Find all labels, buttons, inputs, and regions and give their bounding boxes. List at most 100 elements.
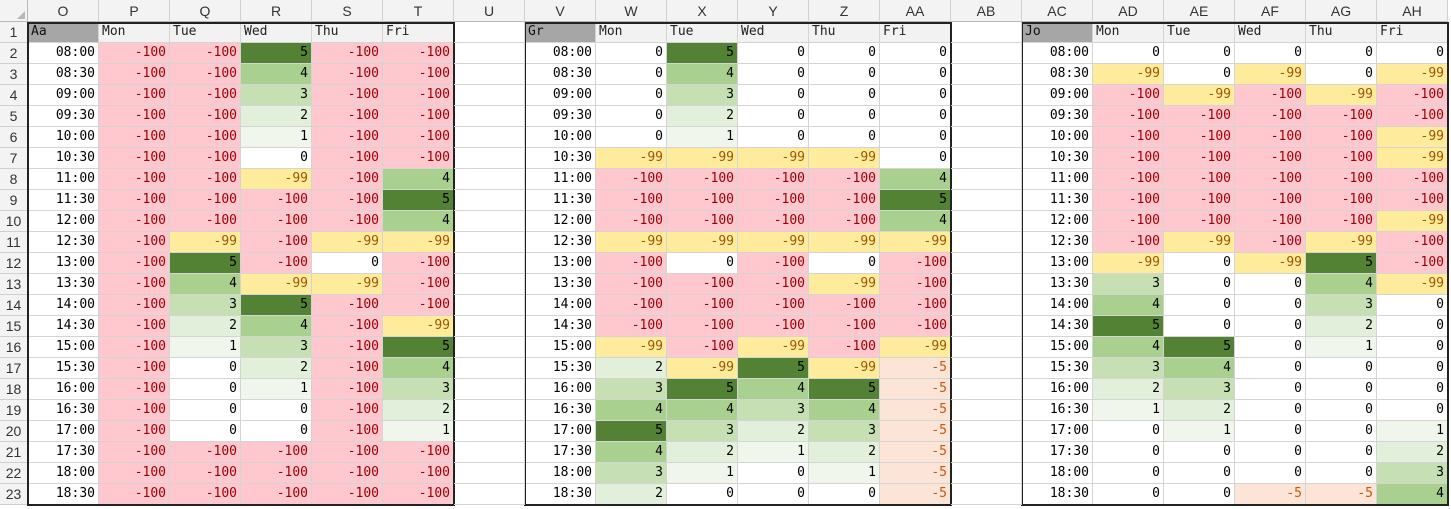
value-cell[interactable]: 0: [1093, 463, 1164, 484]
value-cell[interactable]: 0: [738, 43, 809, 64]
value-cell[interactable]: 0: [809, 43, 880, 64]
time-cell[interactable]: 18:00: [28, 463, 99, 484]
column-header-u[interactable]: U: [454, 0, 525, 22]
value-cell[interactable]: -99: [738, 232, 809, 253]
value-cell[interactable]: -99: [596, 148, 667, 169]
value-cell[interactable]: 0: [1235, 337, 1306, 358]
value-cell[interactable]: -100: [383, 85, 454, 106]
value-cell[interactable]: -99: [241, 274, 312, 295]
value-cell[interactable]: 0: [1377, 400, 1448, 421]
value-cell[interactable]: -100: [1235, 106, 1306, 127]
value-cell[interactable]: -100: [596, 169, 667, 190]
day-header-mon[interactable]: Mon: [1093, 22, 1164, 43]
row-header-10[interactable]: 10: [0, 211, 28, 232]
day-header-wed[interactable]: Wed: [1235, 22, 1306, 43]
row-header-8[interactable]: 8: [0, 169, 28, 190]
column-header-z[interactable]: Z: [809, 0, 880, 22]
time-cell[interactable]: 16:30: [28, 400, 99, 421]
row-header-4[interactable]: 4: [0, 85, 28, 106]
value-cell[interactable]: -5: [880, 358, 951, 379]
value-cell[interactable]: -100: [170, 190, 241, 211]
value-cell[interactable]: -100: [99, 148, 170, 169]
day-header-tue[interactable]: Tue: [1164, 22, 1235, 43]
value-cell[interactable]: -99: [1164, 232, 1235, 253]
value-cell[interactable]: -100: [99, 379, 170, 400]
value-cell[interactable]: 3: [241, 337, 312, 358]
value-cell[interactable]: 5: [1164, 337, 1235, 358]
empty-cell[interactable]: [951, 211, 1022, 232]
value-cell[interactable]: -100: [312, 127, 383, 148]
value-cell[interactable]: -100: [809, 211, 880, 232]
value-cell[interactable]: 0: [170, 379, 241, 400]
time-cell[interactable]: 09:00: [525, 85, 596, 106]
time-cell[interactable]: 10:00: [1022, 127, 1093, 148]
value-cell[interactable]: 5: [1093, 316, 1164, 337]
value-cell[interactable]: -100: [383, 442, 454, 463]
value-cell[interactable]: 1: [1377, 421, 1448, 442]
value-cell[interactable]: -100: [99, 85, 170, 106]
time-cell[interactable]: 14:30: [525, 316, 596, 337]
row-header-21[interactable]: 21: [0, 442, 28, 463]
value-cell[interactable]: 1: [738, 442, 809, 463]
value-cell[interactable]: 0: [170, 400, 241, 421]
value-cell[interactable]: -100: [383, 253, 454, 274]
value-cell[interactable]: 0: [1306, 463, 1377, 484]
empty-cell[interactable]: [951, 421, 1022, 442]
row-header-12[interactable]: 12: [0, 253, 28, 274]
value-cell[interactable]: 5: [596, 421, 667, 442]
value-cell[interactable]: 5: [241, 295, 312, 316]
value-cell[interactable]: 0: [312, 253, 383, 274]
empty-cell[interactable]: [951, 64, 1022, 85]
value-cell[interactable]: 3: [596, 463, 667, 484]
time-cell[interactable]: 09:00: [28, 85, 99, 106]
value-cell[interactable]: 0: [1164, 43, 1235, 64]
day-header-tue[interactable]: Tue: [170, 22, 241, 43]
value-cell[interactable]: 4: [667, 64, 738, 85]
time-cell[interactable]: 09:30: [1022, 106, 1093, 127]
time-cell[interactable]: 11:00: [28, 169, 99, 190]
column-header-ac[interactable]: AC: [1022, 0, 1093, 22]
column-header-t[interactable]: T: [383, 0, 454, 22]
value-cell[interactable]: -100: [596, 316, 667, 337]
value-cell[interactable]: 0: [1377, 379, 1448, 400]
time-cell[interactable]: 11:30: [525, 190, 596, 211]
column-header-r[interactable]: R: [241, 0, 312, 22]
value-cell[interactable]: 4: [809, 400, 880, 421]
value-cell[interactable]: 1: [241, 127, 312, 148]
empty-cell[interactable]: [951, 463, 1022, 484]
value-cell[interactable]: -100: [880, 316, 951, 337]
value-cell[interactable]: -100: [99, 169, 170, 190]
value-cell[interactable]: -100: [596, 274, 667, 295]
value-cell[interactable]: -5: [1306, 484, 1377, 505]
empty-cell[interactable]: [454, 148, 525, 169]
value-cell[interactable]: -5: [880, 400, 951, 421]
value-cell[interactable]: -99: [667, 358, 738, 379]
value-cell[interactable]: -100: [170, 127, 241, 148]
time-cell[interactable]: 10:00: [525, 127, 596, 148]
empty-cell[interactable]: [951, 316, 1022, 337]
empty-cell[interactable]: [454, 442, 525, 463]
value-cell[interactable]: -100: [99, 232, 170, 253]
value-cell[interactable]: 0: [1235, 442, 1306, 463]
empty-cell[interactable]: [951, 253, 1022, 274]
value-cell[interactable]: 1: [170, 337, 241, 358]
column-header-p[interactable]: P: [99, 0, 170, 22]
value-cell[interactable]: -100: [667, 211, 738, 232]
time-cell[interactable]: 11:00: [525, 169, 596, 190]
value-cell[interactable]: -100: [170, 463, 241, 484]
value-cell[interactable]: -100: [241, 463, 312, 484]
value-cell[interactable]: 0: [1235, 43, 1306, 64]
value-cell[interactable]: -100: [312, 190, 383, 211]
value-cell[interactable]: 2: [1093, 379, 1164, 400]
value-cell[interactable]: 0: [738, 127, 809, 148]
value-cell[interactable]: 0: [241, 148, 312, 169]
time-cell[interactable]: 09:30: [525, 106, 596, 127]
time-cell[interactable]: 11:30: [1022, 190, 1093, 211]
value-cell[interactable]: 0: [1235, 316, 1306, 337]
value-cell[interactable]: 0: [1235, 274, 1306, 295]
value-cell[interactable]: 1: [667, 463, 738, 484]
empty-cell[interactable]: [454, 211, 525, 232]
time-cell[interactable]: 09:00: [1022, 85, 1093, 106]
value-cell[interactable]: -100: [667, 190, 738, 211]
value-cell[interactable]: -100: [383, 463, 454, 484]
